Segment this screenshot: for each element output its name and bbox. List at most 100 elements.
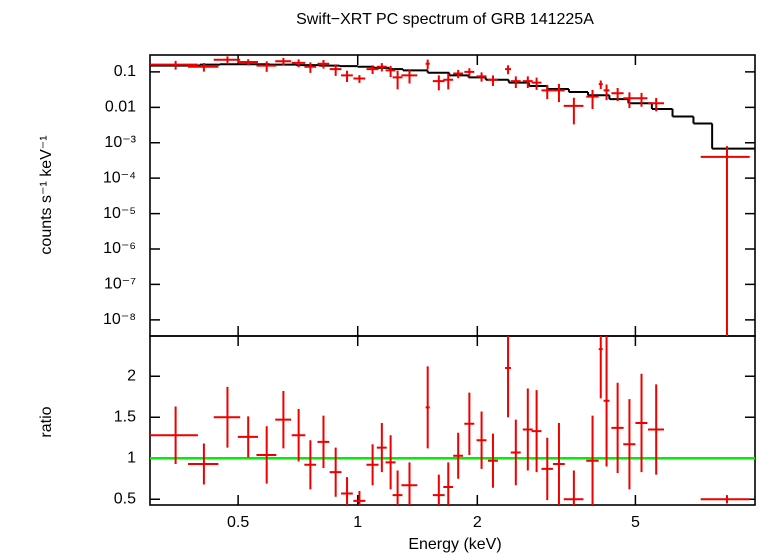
data-point xyxy=(188,63,219,72)
plot-frame xyxy=(149,335,756,506)
data-point xyxy=(505,65,511,75)
plot-area xyxy=(150,336,755,505)
y-axis-label: counts s⁻¹ keV⁻¹ xyxy=(38,135,55,254)
data-point xyxy=(552,83,565,103)
data-point xyxy=(522,76,533,89)
data-point xyxy=(213,386,241,448)
data-point xyxy=(635,92,648,107)
data-point xyxy=(213,56,241,65)
data-point xyxy=(425,59,430,70)
data-point xyxy=(586,89,599,109)
plot-frame xyxy=(149,54,756,337)
data-point xyxy=(237,59,258,66)
data-point xyxy=(443,73,454,90)
data-point xyxy=(443,462,454,505)
data-point xyxy=(623,399,636,490)
data-point xyxy=(341,477,353,505)
x-tick-label: 2 xyxy=(473,514,482,531)
y-tick-label: 10⁻⁶ xyxy=(103,240,136,257)
data-point xyxy=(464,392,475,455)
x-tick-label: 1 xyxy=(353,514,362,531)
y-tick-label: 1.5 xyxy=(114,408,136,425)
data-point xyxy=(376,422,387,473)
y-tick-label: 0.1 xyxy=(114,63,136,80)
data-point xyxy=(317,60,330,69)
data-point xyxy=(275,390,292,449)
data-point xyxy=(385,435,396,490)
data-point xyxy=(401,462,418,505)
data-point xyxy=(150,406,198,464)
y-tick-label: 10⁻⁸ xyxy=(103,311,136,328)
data-point xyxy=(476,72,487,82)
data-point xyxy=(487,433,498,488)
data-point xyxy=(541,437,553,501)
data-point xyxy=(392,470,403,505)
data-point xyxy=(304,62,317,73)
data-point xyxy=(401,70,418,84)
data-point xyxy=(464,68,475,77)
y-tick-label: 1 xyxy=(127,449,136,466)
y-tick-label: 10⁻⁷ xyxy=(104,276,136,293)
data-point xyxy=(376,63,387,72)
data-point xyxy=(700,146,750,336)
data-point xyxy=(353,75,366,83)
data-point xyxy=(505,336,511,418)
data-point xyxy=(563,97,584,125)
data-point xyxy=(510,419,521,486)
data-point xyxy=(432,75,445,91)
data-point xyxy=(611,88,624,102)
data-point xyxy=(598,80,603,89)
y-axis-label: ratio xyxy=(38,406,55,437)
x-tick-label: 5 xyxy=(631,514,640,531)
x-tick-label: 0.5 xyxy=(227,514,249,531)
x-axis-label: Energy (keV) xyxy=(408,536,501,553)
data-point xyxy=(150,60,198,70)
data-point xyxy=(392,70,403,90)
data-point xyxy=(522,388,533,471)
data-point xyxy=(256,61,277,72)
y-tick-label: 0.01 xyxy=(105,99,136,116)
data-point xyxy=(329,447,342,497)
data-point xyxy=(531,77,542,90)
data-point xyxy=(648,384,664,475)
data-point xyxy=(237,416,258,458)
data-point xyxy=(487,75,498,86)
data-point xyxy=(304,440,317,490)
data-point xyxy=(275,57,292,66)
data-point xyxy=(635,373,648,473)
data-point xyxy=(648,98,664,112)
data-point xyxy=(341,70,353,82)
data-point xyxy=(329,64,342,76)
data-point xyxy=(552,422,565,505)
data-point xyxy=(425,366,430,449)
data-point xyxy=(531,390,542,473)
data-point xyxy=(611,382,624,474)
y-tick-label: 2 xyxy=(127,367,136,384)
data-point xyxy=(510,76,521,89)
data-point xyxy=(291,59,306,68)
data-point xyxy=(366,444,379,486)
data-point xyxy=(603,336,610,467)
data-point xyxy=(563,470,584,505)
data-point xyxy=(476,411,487,469)
chart-title: Swift−XRT PC spectrum of GRB 141225A xyxy=(296,11,594,28)
plot-area xyxy=(150,56,755,336)
data-point xyxy=(256,426,277,484)
y-tick-label: 0.5 xyxy=(114,490,136,507)
data-point xyxy=(188,443,219,485)
data-point xyxy=(453,432,464,479)
data-point xyxy=(385,65,396,77)
data-point xyxy=(291,409,306,462)
data-point xyxy=(598,336,603,399)
data-point xyxy=(541,84,553,100)
y-tick-label: 10⁻³ xyxy=(104,134,136,151)
data-point xyxy=(586,415,599,505)
y-tick-label: 10⁻⁵ xyxy=(103,205,136,222)
data-point xyxy=(317,415,330,469)
data-point xyxy=(623,92,636,109)
data-point xyxy=(432,474,445,505)
data-point xyxy=(603,84,610,101)
data-point xyxy=(366,65,379,75)
data-point xyxy=(453,69,464,79)
